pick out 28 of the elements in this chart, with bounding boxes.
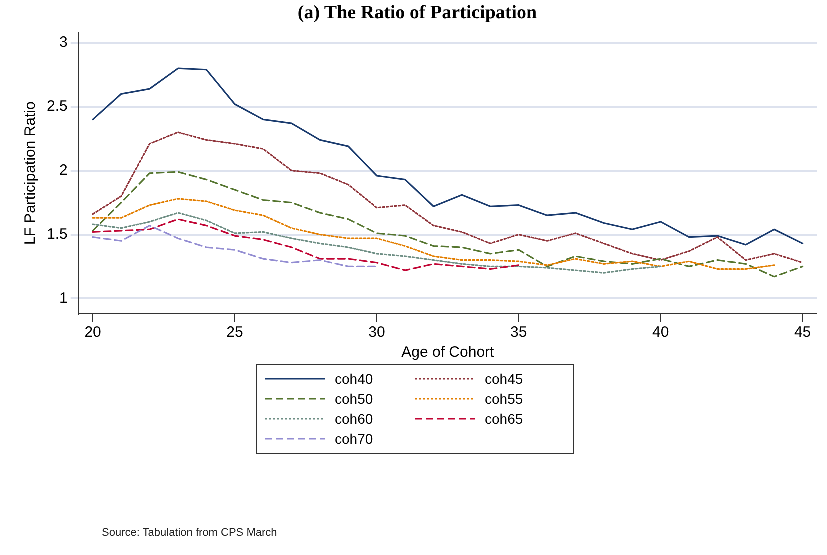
legend-label: coh50 bbox=[335, 391, 374, 407]
legend-label: coh65 bbox=[485, 411, 524, 427]
x-tick-label: 40 bbox=[652, 324, 670, 342]
y-tick-label: 1.5 bbox=[46, 226, 68, 243]
line-series bbox=[92, 225, 378, 268]
line-series bbox=[92, 212, 662, 274]
legend-label: coh55 bbox=[485, 391, 524, 407]
x-tick-label: 45 bbox=[794, 324, 812, 342]
y-tick-label: 2 bbox=[60, 162, 68, 179]
source-note: Source: Tabulation from CPS March bbox=[102, 527, 278, 539]
x-tick-label: 30 bbox=[368, 324, 386, 342]
x-tick-label: 20 bbox=[84, 324, 102, 342]
line-series bbox=[92, 218, 520, 272]
y-axis-title: LF Participation Ratio bbox=[22, 102, 40, 246]
x-axis-title: Age of Cohort bbox=[402, 344, 496, 362]
line-series bbox=[92, 132, 804, 264]
legend-label: coh40 bbox=[335, 371, 374, 387]
y-tick-label: 2.5 bbox=[46, 98, 68, 116]
legend-label: coh45 bbox=[485, 371, 524, 387]
y-tick-label: 3 bbox=[60, 34, 68, 52]
line-series bbox=[92, 171, 804, 278]
line-series bbox=[92, 198, 776, 270]
legend-label: coh70 bbox=[335, 431, 374, 447]
x-tick-label: 25 bbox=[226, 324, 244, 342]
legend-label: coh60 bbox=[335, 411, 374, 427]
y-tick-label: 1 bbox=[60, 290, 68, 307]
x-tick-label: 35 bbox=[510, 324, 528, 342]
chart-title: (a) The Ratio of Participation bbox=[298, 2, 538, 24]
